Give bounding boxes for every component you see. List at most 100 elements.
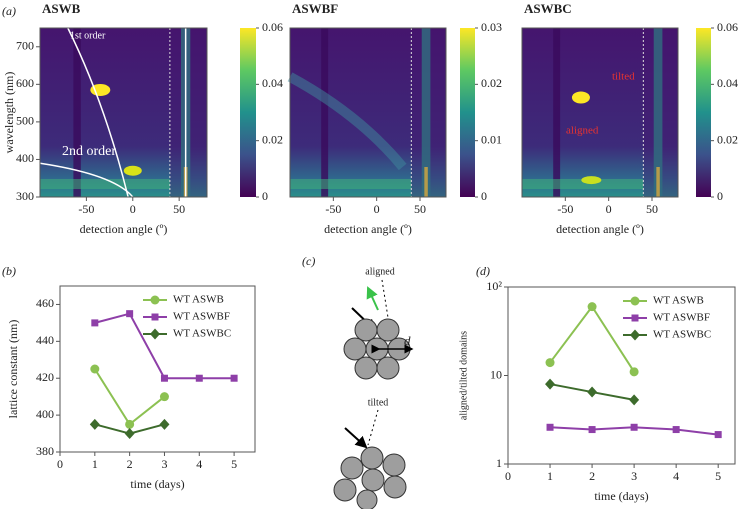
spheres [333, 446, 407, 509]
colorbar-tick-label: 0.06 [717, 20, 738, 34]
x-tick-label: 1 [547, 469, 553, 483]
x-tick-label: 2 [589, 469, 595, 483]
panel-label: (a) [2, 4, 16, 18]
bright-streak [522, 179, 644, 189]
dark-band [73, 28, 81, 197]
y-tick-label: 10² [486, 279, 502, 293]
series-line [94, 312, 235, 380]
bright-band [656, 167, 660, 197]
legend-label: WT ASWB [653, 295, 704, 307]
panel-label: (d) [476, 264, 490, 278]
x-tick-label: 4 [196, 457, 202, 471]
reflected-arrow [366, 286, 379, 311]
y-tick-label: 500 [16, 114, 34, 128]
marker [125, 419, 135, 429]
y-axis-label: aligned/tilted domains [458, 331, 469, 420]
legend-label: WT ASWB [173, 294, 224, 306]
marker [160, 374, 168, 382]
colorbar-tick-label: 0 [717, 189, 723, 203]
legend-symbol [630, 329, 640, 341]
right-region [169, 28, 207, 197]
marker [587, 302, 597, 312]
heatmap [39, 27, 207, 198]
intensity-spot [123, 165, 142, 176]
y-tick-label: 10 [490, 367, 502, 381]
legend-label: WT ASWBC [653, 329, 711, 341]
y-tick-label: 1 [496, 456, 502, 470]
marker [714, 431, 722, 439]
right-region [411, 28, 446, 197]
plot-frame [59, 285, 256, 453]
marker [545, 378, 556, 390]
x-tick-label: 3 [631, 469, 637, 483]
plot-frame [39, 27, 208, 198]
marker [230, 374, 238, 382]
normal-line [367, 409, 379, 446]
x-tick-label: 3 [161, 457, 167, 471]
order-curve [67, 27, 129, 198]
y-axis-label: wavelength (nm) [2, 72, 16, 154]
x-tick-label: 1 [92, 457, 98, 471]
legend-symbol [630, 296, 640, 306]
x-tick-label: 50 [414, 202, 426, 216]
series-line [93, 368, 166, 426]
x-axis-label: detection angle (º) [556, 222, 644, 236]
bright-streak [290, 179, 412, 189]
y-tick-label: 460 [36, 296, 54, 310]
legend-marker [150, 328, 160, 340]
x-tick-label: 0 [57, 457, 63, 471]
y-tick-label: 300 [16, 189, 34, 203]
annotation: 2nd order [62, 144, 116, 159]
annotation: tilted [612, 71, 635, 83]
series: WT ASWBF [91, 310, 238, 382]
plot-frame [521, 27, 679, 198]
x-tick-label: -50 [325, 202, 341, 216]
panel-label: (c) [302, 254, 315, 268]
legend-marker [151, 313, 159, 321]
heatmap-background [522, 28, 678, 197]
y-tick-label: 400 [16, 151, 34, 165]
x-axis-label: detection angle (º) [80, 222, 168, 236]
colorbar-tick-label: 0 [481, 189, 487, 203]
legend-symbol [150, 295, 160, 305]
normal-line [381, 279, 391, 331]
legend-symbol [151, 313, 159, 321]
marker [629, 367, 639, 377]
marker [629, 394, 640, 406]
x-tick-label: -50 [557, 202, 573, 216]
x-tick-label: 2 [127, 457, 133, 471]
diagram-label: aligned [365, 266, 394, 277]
x-tick-label: 50 [646, 202, 658, 216]
x-axis-label: time (days) [594, 489, 648, 503]
legend-marker [150, 295, 160, 305]
x-tick-label: -50 [78, 202, 94, 216]
x-axis-label: detection angle (º) [324, 222, 412, 236]
y-tick-label: 420 [36, 370, 54, 384]
series: WT ASWB [90, 294, 224, 429]
colorbar-tick-label: 0.04 [717, 76, 738, 90]
legend-label: WT ASWBF [173, 311, 230, 323]
marker [588, 426, 596, 434]
legend-marker [630, 329, 640, 341]
diagram-label: d [404, 333, 411, 348]
marker [91, 319, 99, 327]
colorbar [240, 28, 256, 197]
dark-band [553, 28, 561, 197]
marker [195, 374, 203, 382]
marker [89, 418, 100, 430]
heatmap [287, 28, 446, 197]
faint-band [287, 72, 407, 171]
series: WT ASWB [545, 295, 704, 377]
chart-title: ASWBF [292, 1, 338, 16]
heatmap-background [290, 28, 446, 197]
series: WT ASWBF [546, 312, 722, 439]
annotation: aligned [566, 125, 599, 137]
chart-title: ASWBC [524, 1, 572, 16]
colorbar-tick-label: 0.02 [262, 132, 283, 146]
colorbar-tick-label: 0.01 [481, 132, 502, 146]
y-tick-label: 400 [36, 407, 54, 421]
series-line [549, 304, 635, 373]
y-axis-label: lattice constant (nm) [6, 320, 20, 419]
series: WT ASWBC [89, 328, 231, 440]
bright-band [421, 28, 431, 197]
